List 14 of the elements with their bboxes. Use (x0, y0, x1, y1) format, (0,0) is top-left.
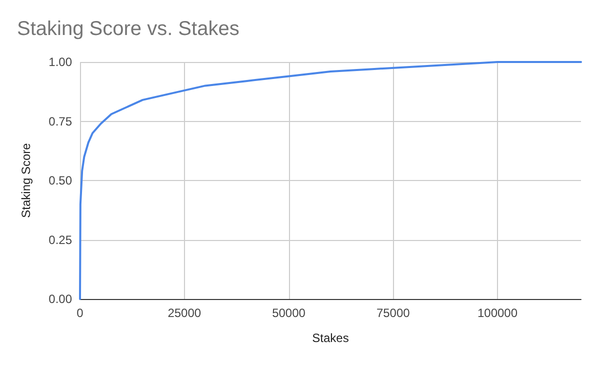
x-axis-title: Stakes (312, 331, 349, 345)
y-axis-title: Staking Score (19, 142, 33, 218)
x-tick-label: 100000 (477, 306, 518, 320)
x-tick-label: 75000 (376, 306, 410, 320)
y-tick-label: 0.50 (48, 174, 72, 188)
line-series (79, 61, 582, 300)
y-tick-label: 0.25 (48, 232, 72, 247)
y-tick-label: 0.75 (48, 114, 72, 128)
x-tick-label: 0 (76, 306, 84, 320)
x-tick-label: 25000 (168, 306, 202, 320)
y-tick-label: 1.00 (48, 55, 72, 69)
y-tick-label: 0.00 (48, 292, 72, 306)
chart-title: Staking Score vs. Stakes (17, 18, 240, 40)
x-tick-label: 50000 (272, 306, 306, 320)
